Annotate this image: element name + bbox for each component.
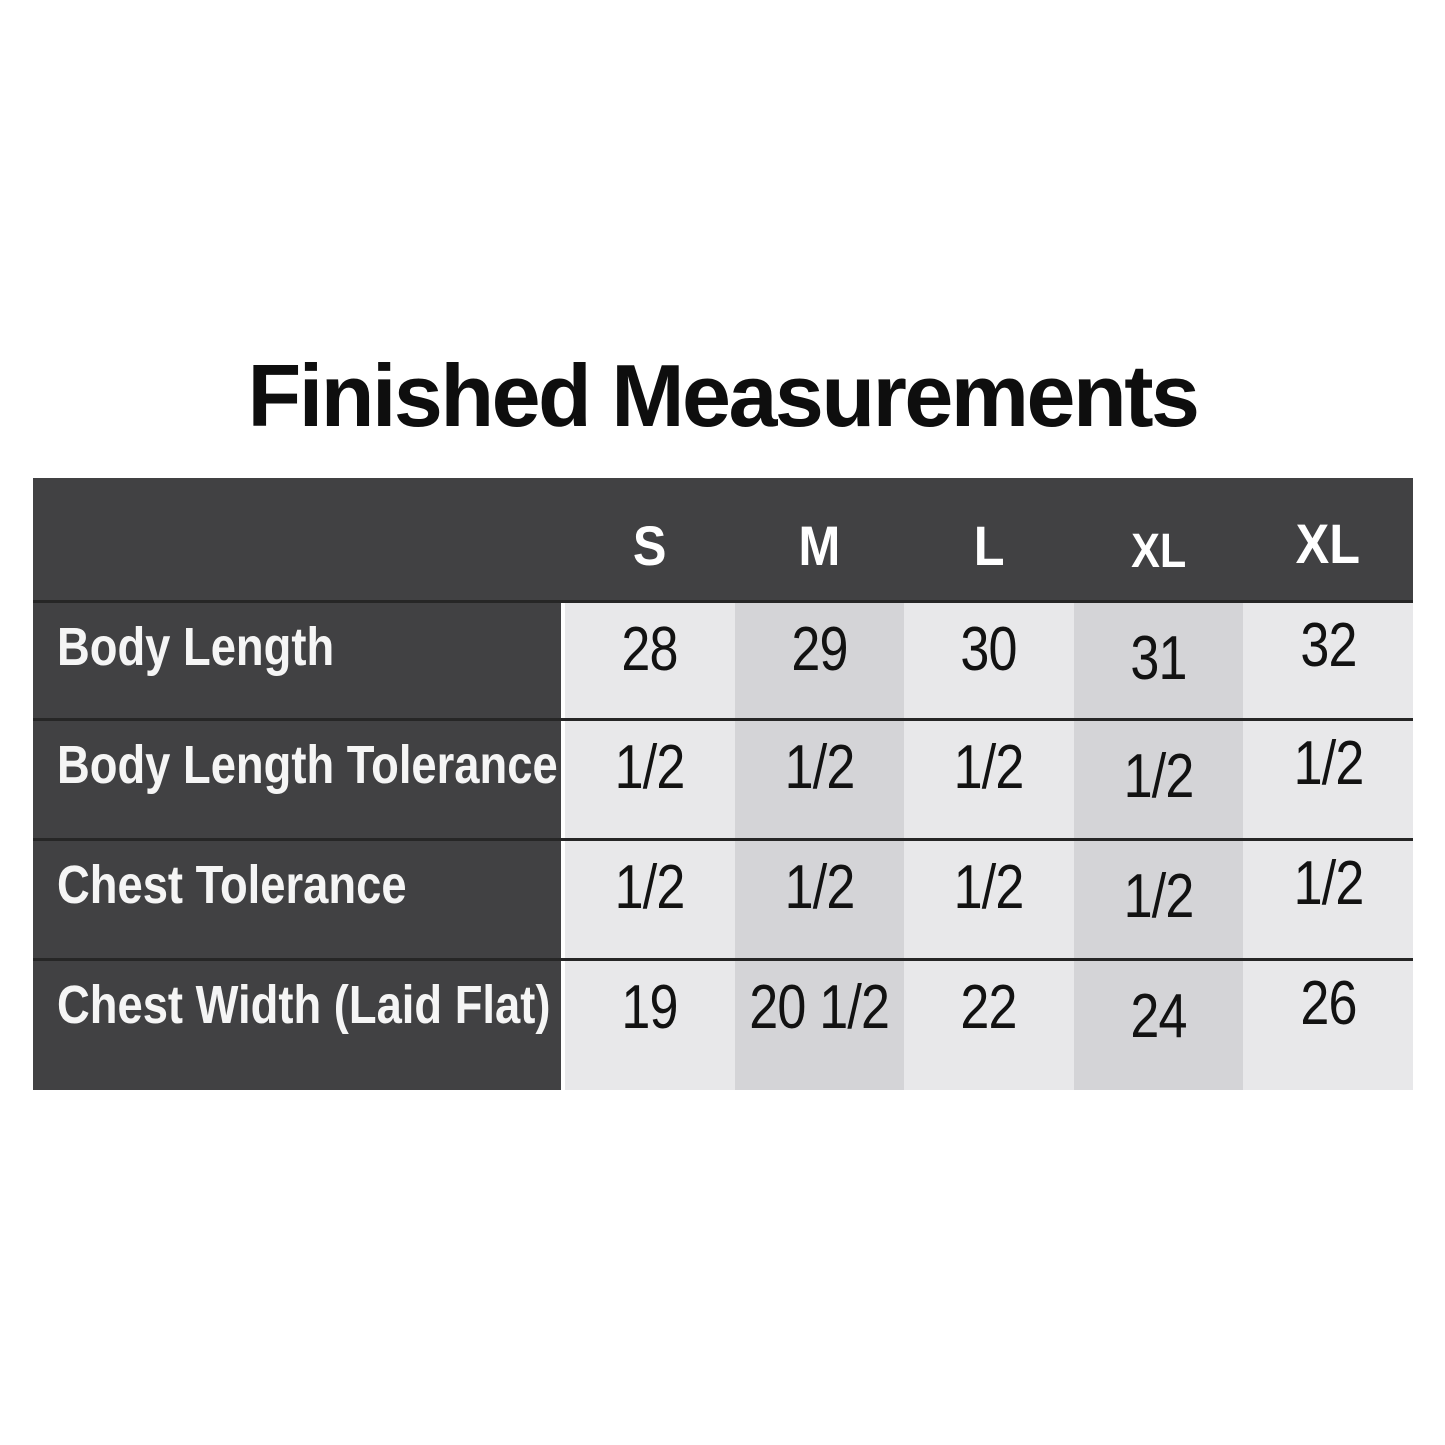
row-label: Chest Tolerance	[33, 841, 565, 958]
cell-value-text: 1/2	[784, 733, 855, 802]
table-row-chest-tolerance: Chest Tolerance 1/2 1/2 1/2 1/2 1/2	[33, 838, 1413, 958]
table-cell: 1/2	[564, 721, 735, 838]
row-label: Chest Width (Laid Flat)	[33, 961, 565, 1090]
table-cell: 31	[1073, 603, 1244, 718]
row-label-text: Chest Width (Laid Flat)	[57, 975, 551, 1035]
cell-value-text: 1/2	[1123, 742, 1195, 811]
cell-value-text: 19	[621, 973, 679, 1042]
cell-value-text: 1/2	[954, 853, 1025, 922]
table-cell: 1/2	[1243, 841, 1413, 958]
cell-value-text: 24	[1130, 982, 1187, 1051]
cell-value-text: 30	[960, 615, 1018, 684]
table-cell: 20 1/2	[734, 961, 905, 1090]
cell-value-text: 28	[621, 615, 679, 684]
table-cell: 1/2	[1073, 841, 1244, 958]
cell-value-text: 1/2	[784, 853, 855, 922]
column-header-xl-2: XL	[1243, 478, 1413, 600]
table-cell: 1/2	[904, 841, 1074, 958]
column-header-text: M	[798, 514, 841, 577]
table-cell: 30	[904, 603, 1074, 718]
table-row-body-length-tolerance: Body Length Tolerance 1/2 1/2 1/2 1/2 1/…	[33, 718, 1413, 838]
column-header-m: M	[735, 478, 905, 600]
cell-value-text: 26	[1300, 969, 1357, 1038]
column-header-xl-1: XL	[1074, 478, 1244, 600]
cell-value-text: 1/2	[1293, 849, 1364, 918]
row-label: Body Length Tolerance	[33, 721, 565, 838]
table-cell: 1/2	[1073, 721, 1244, 838]
cell-value-text: 29	[791, 615, 848, 684]
table-cell: 22	[904, 961, 1074, 1090]
page-title: Finished Measurements	[247, 346, 1200, 445]
cell-value-text: 1/2	[614, 853, 686, 922]
table-cell: 1/2	[1243, 721, 1413, 838]
table-row-body-length: Body Length 28 29 30 31 32	[33, 600, 1413, 718]
cell-value-text: 1/2	[1293, 729, 1364, 798]
row-label-text: Body Length	[57, 617, 335, 677]
table-row-chest-width: Chest Width (Laid Flat) 19 20 1/2 22 24 …	[33, 958, 1413, 1090]
cell-value-text: 22	[960, 973, 1018, 1042]
column-header-text: XL	[1295, 512, 1361, 575]
cell-value-text: 31	[1130, 624, 1187, 693]
row-label: Body Length	[33, 603, 565, 718]
column-header-l: L	[904, 478, 1074, 600]
header-corner-cell	[33, 478, 565, 600]
measurements-table: S M L XL XL Body Length 28 29 30 31 32 B…	[33, 478, 1413, 1090]
row-label-text: Chest Tolerance	[57, 855, 407, 915]
table-cell: 26	[1243, 961, 1413, 1090]
row-label-text: Body Length Tolerance	[57, 735, 558, 795]
table-cell: 32	[1243, 603, 1413, 718]
table-cell: 1/2	[904, 721, 1074, 838]
table-cell: 19	[564, 961, 735, 1090]
cell-value-text: 32	[1300, 611, 1357, 680]
cell-value-text: 20 1/2	[749, 973, 890, 1042]
column-header-text: L	[973, 514, 1005, 577]
table-header-row: S M L XL XL	[33, 478, 1413, 600]
table-cell: 1/2	[734, 721, 905, 838]
table-cell: 28	[564, 603, 735, 718]
column-header-s: S	[565, 478, 735, 600]
cell-value-text: 1/2	[1123, 862, 1195, 931]
table-cell: 1/2	[564, 841, 735, 958]
table-cell: 1/2	[734, 841, 905, 958]
cell-value-text: 1/2	[614, 733, 686, 802]
table-cell: 29	[734, 603, 905, 718]
table-cell: 24	[1073, 961, 1244, 1090]
cell-value-text: 1/2	[954, 733, 1025, 802]
column-header-text: XL	[1130, 525, 1187, 578]
column-header-text: S	[632, 514, 667, 577]
